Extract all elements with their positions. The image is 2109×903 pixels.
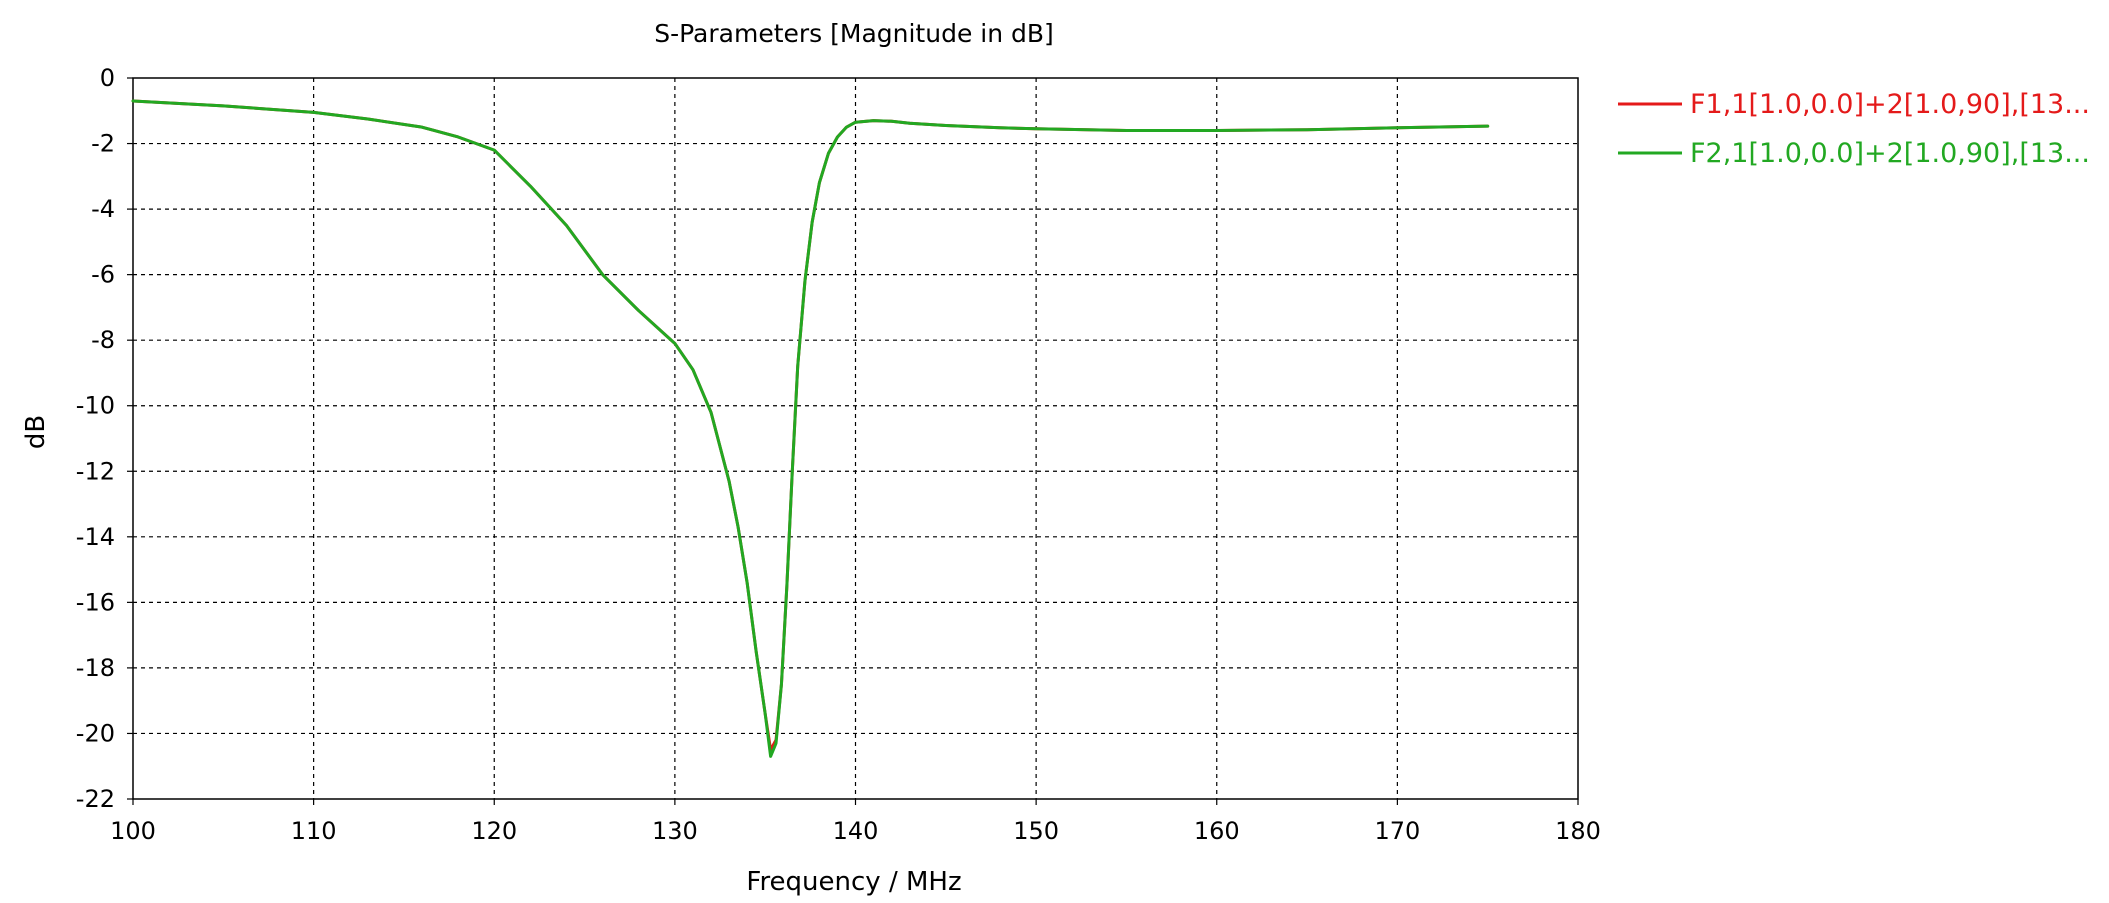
y-tick-label: -22 [76, 785, 115, 813]
y-tick-label: -20 [76, 719, 115, 747]
y-tick-label: -2 [91, 130, 115, 158]
legend-label-2: F2,1[1.0,0.0]+2[1.0,90],[13... [1690, 138, 2090, 169]
y-tick-label: -16 [76, 588, 115, 616]
x-tick-label: 160 [1194, 817, 1240, 845]
legend-label-1: F1,1[1.0,0.0]+2[1.0,90],[13... [1690, 89, 2090, 120]
y-tick-label: -8 [91, 326, 115, 354]
x-tick-label: 140 [833, 817, 879, 845]
x-tick-label: 120 [471, 817, 517, 845]
legend: F1,1[1.0,0.0]+2[1.0,90],[13... F2,1[1.0,0… [1618, 89, 2090, 169]
x-axis-title: Frequency / MHz [746, 867, 961, 897]
x-tick-label: 180 [1555, 817, 1601, 845]
x-tick-label: 110 [291, 817, 337, 845]
y-axis-title: dB [21, 415, 51, 449]
y-tick-label: -4 [91, 195, 115, 223]
y-axis-ticks: 0 -2 -4 -6 -8 -10 -12 -14 -16 -18 -20 -22 [76, 64, 133, 813]
series-lines [131, 99, 1490, 758]
y-tick-label: -10 [76, 392, 115, 420]
x-tick-label: 150 [1013, 817, 1059, 845]
x-tick-label: 170 [1374, 817, 1420, 845]
x-tick-label: 100 [110, 817, 156, 845]
grid [133, 78, 1578, 799]
series-line-2 [131, 99, 1490, 758]
y-tick-label: -6 [91, 261, 115, 289]
y-tick-label: -12 [76, 457, 115, 485]
y-tick-label: 0 [100, 64, 115, 92]
chart-title: S-Parameters [Magnitude in dB] [654, 19, 1054, 48]
y-tick-label: -14 [76, 523, 115, 551]
x-axis-ticks: 100 110 120 130 140 150 160 170 180 [110, 799, 1601, 845]
x-tick-label: 130 [652, 817, 698, 845]
y-tick-label: -18 [76, 654, 115, 682]
